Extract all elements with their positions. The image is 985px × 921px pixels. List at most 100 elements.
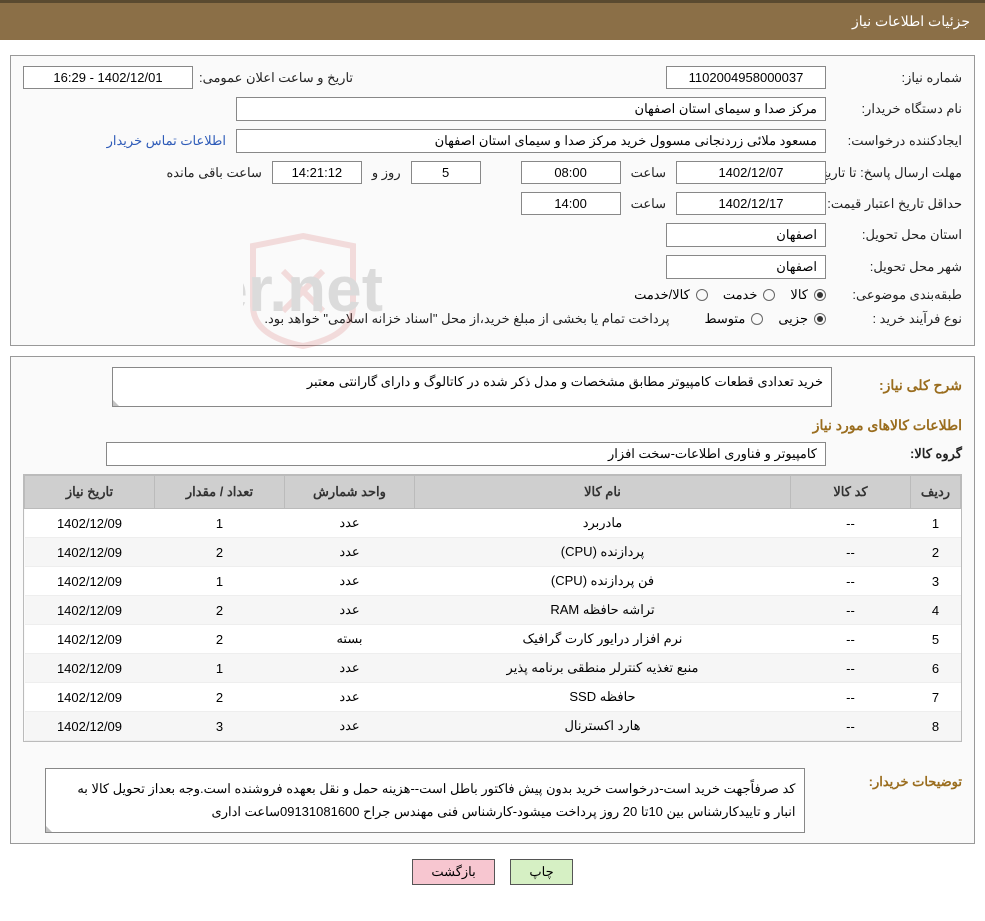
label-buyer-notes: توضیحات خریدار: — [832, 774, 962, 790]
table-row: 4--تراشه حافظه RAMعدد21402/12/09 — [25, 596, 961, 625]
print-button[interactable]: چاپ — [510, 859, 572, 885]
label-days-and: روز و — [372, 165, 401, 181]
radio-dot-icon — [814, 289, 826, 301]
label-goods-group: گروه کالا: — [832, 446, 962, 462]
table-cell: 5 — [911, 625, 961, 654]
field-requester: مسعود ملائی زردنجانی مسوول خرید مرکز صدا… — [236, 129, 826, 153]
details-panel: AriaTender.net شماره نیاز: 1102004958000… — [10, 55, 975, 346]
field-city: اصفهان — [666, 255, 826, 279]
table-cell: 2 — [155, 625, 285, 654]
table-row: 8--هارد اکسترنالعدد31402/12/09 — [25, 712, 961, 741]
table-cell: عدد — [285, 712, 415, 741]
label-city: شهر محل تحویل: — [832, 259, 962, 275]
table-cell: عدد — [285, 567, 415, 596]
table-cell: 1402/12/09 — [25, 625, 155, 654]
table-cell: منبع تغذیه کنترلر منطقی برنامه پذیر — [415, 654, 791, 683]
radio-goods[interactable]: کالا — [790, 287, 826, 303]
label-purchase-type: نوع فرآیند خرید : — [832, 311, 962, 327]
radio-dot-icon — [763, 289, 775, 301]
table-cell: عدد — [285, 509, 415, 538]
field-time-left: 14:21:12 — [272, 161, 362, 184]
table-cell: عدد — [285, 538, 415, 567]
label-province: استان محل تحویل: — [832, 227, 962, 243]
table-cell: 3 — [911, 567, 961, 596]
table-cell: 6 — [911, 654, 961, 683]
label-deadline: مهلت ارسال پاسخ: تا تاریخ: — [832, 165, 962, 181]
table-cell: عدد — [285, 654, 415, 683]
field-request-no: 1102004958000037 — [666, 66, 826, 89]
goods-table-wrap: ردیفکد کالانام کالاواحد شمارشتعداد / مقد… — [23, 474, 962, 742]
field-goods-group: کامپیوتر و فناوری اطلاعات-سخت افزار — [106, 442, 826, 466]
table-cell: -- — [791, 509, 911, 538]
label-requester: ایجاد‌کننده درخواست: — [832, 133, 962, 149]
radio-goods-service[interactable]: کالا/خدمت — [634, 287, 708, 303]
table-header: کد کالا — [791, 476, 911, 509]
field-validity-time: 14:00 — [521, 192, 621, 215]
label-overall-desc: شرح کلی نیاز: — [832, 377, 962, 394]
radio-partial[interactable]: جزیی — [778, 311, 826, 327]
resize-handle-icon — [46, 826, 52, 832]
table-cell: -- — [791, 538, 911, 567]
table-cell: 1402/12/09 — [25, 567, 155, 596]
table-cell: 2 — [911, 538, 961, 567]
table-header: ردیف — [911, 476, 961, 509]
table-header: نام کالا — [415, 476, 791, 509]
table-cell: 1 — [155, 654, 285, 683]
field-validity-date: 1402/12/17 — [676, 192, 826, 215]
label-request-no: شماره نیاز: — [832, 70, 962, 86]
table-cell: 7 — [911, 683, 961, 712]
table-cell: تراشه حافظه RAM — [415, 596, 791, 625]
table-cell: مادربرد — [415, 509, 791, 538]
table-cell: 1 — [155, 567, 285, 596]
table-row: 7--حافظه SSDعدد21402/12/09 — [25, 683, 961, 712]
table-cell: 1402/12/09 — [25, 712, 155, 741]
table-cell: هارد اکسترنال — [415, 712, 791, 741]
table-cell: -- — [791, 596, 911, 625]
table-cell: پردازنده (CPU) — [415, 538, 791, 567]
radio-service[interactable]: خدمت — [723, 287, 776, 303]
radio-dot-icon — [696, 289, 708, 301]
section-goods-info: اطلاعات کالاهای مورد نیاز — [23, 417, 962, 434]
label-remaining: ساعت باقی مانده — [166, 165, 261, 181]
field-deadline-time: 08:00 — [521, 161, 621, 184]
link-buyer-contact[interactable]: اطلاعات تماس خریدار — [107, 133, 226, 149]
field-buyer-notes: کد صرفاًجهت خرید است-درخواست خرید بدون پ… — [45, 768, 805, 833]
table-header: تعداد / مقدار — [155, 476, 285, 509]
label-validity: حداقل تاریخ اعتبار قیمت: تا تاریخ: — [832, 196, 962, 212]
radio-medium[interactable]: متوسط — [704, 311, 763, 327]
resize-handle-icon — [113, 400, 119, 406]
label-announce-dt: تاریخ و ساعت اعلان عمومی: — [199, 70, 353, 86]
field-deadline-date: 1402/12/07 — [676, 161, 826, 184]
goods-panel: شرح کلی نیاز: خرید تعدادی قطعات کامپیوتر… — [10, 356, 975, 844]
table-cell: 1 — [911, 509, 961, 538]
table-cell: نرم افزار درایور کارت گرافیک — [415, 625, 791, 654]
table-cell: 8 — [911, 712, 961, 741]
label-hour-1: ساعت — [631, 165, 666, 181]
table-cell: 2 — [155, 596, 285, 625]
table-cell: -- — [791, 712, 911, 741]
field-days-left: 5 — [411, 161, 481, 184]
back-button[interactable]: بازگشت — [412, 859, 494, 885]
radio-dot-icon — [751, 313, 763, 325]
page-header: جزئیات اطلاعات نیاز — [0, 0, 985, 40]
table-cell: 1402/12/09 — [25, 596, 155, 625]
table-cell: بسته — [285, 625, 415, 654]
field-buyer-org: مرکز صدا و سیمای استان اصفهان — [236, 97, 826, 121]
table-cell: 4 — [911, 596, 961, 625]
field-province: اصفهان — [666, 223, 826, 247]
table-row: 3--فن پردازنده (CPU)عدد11402/12/09 — [25, 567, 961, 596]
table-header: تاریخ نیاز — [25, 476, 155, 509]
table-cell: عدد — [285, 683, 415, 712]
table-cell: -- — [791, 625, 911, 654]
table-cell: حافظه SSD — [415, 683, 791, 712]
label-category: طبقه‌بندی موضوعی: — [832, 287, 962, 303]
field-announce-dt: 1402/12/01 - 16:29 — [23, 66, 193, 89]
table-cell: عدد — [285, 596, 415, 625]
field-overall-desc: خرید تعدادی قطعات کامپیوتر مطابق مشخصات … — [112, 367, 832, 407]
table-cell: 1402/12/09 — [25, 654, 155, 683]
table-row: 5--نرم افزار درایور کارت گرافیکبسته21402… — [25, 625, 961, 654]
radio-dot-icon — [814, 313, 826, 325]
table-cell: -- — [791, 683, 911, 712]
table-cell: -- — [791, 654, 911, 683]
table-header: واحد شمارش — [285, 476, 415, 509]
